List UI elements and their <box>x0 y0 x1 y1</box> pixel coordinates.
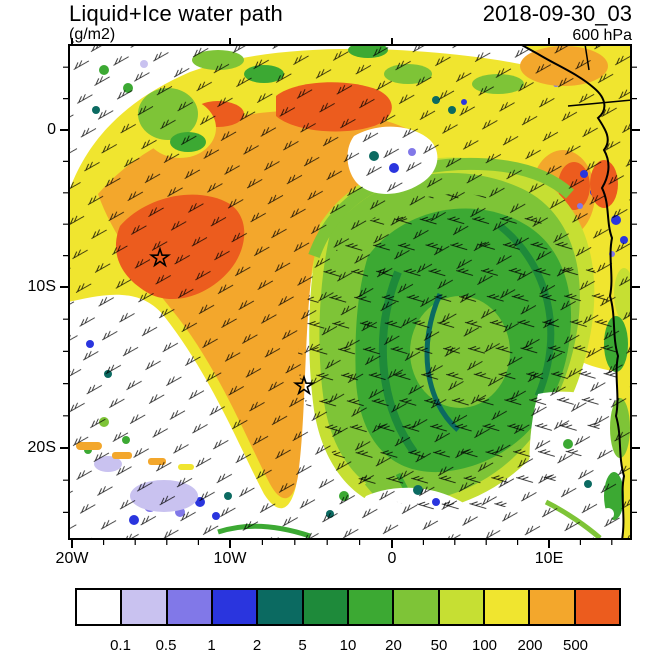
plot-title: Liquid+Ice water path <box>69 1 283 26</box>
colorbar-box <box>439 590 485 624</box>
colorbar-tick-label: 20 <box>385 637 402 654</box>
colorbar-tick-label: 500 <box>562 637 589 654</box>
colorbar-box <box>77 590 123 624</box>
map-plot <box>60 38 640 548</box>
plot-units: (g/m2) <box>69 26 116 43</box>
major-ticks <box>60 38 640 548</box>
y-tick-label-0: 0 <box>47 121 56 138</box>
colorbar-box <box>484 590 531 624</box>
y-tick-label-10s: 10S <box>27 278 56 295</box>
frame-and-ticks <box>60 38 640 548</box>
plot-datetime: 2018-09-30_03 <box>482 1 632 26</box>
star-markers <box>148 246 316 396</box>
star-marker <box>148 246 172 268</box>
colorbar-tick-label: 1 <box>207 637 216 654</box>
colorbar-boxes <box>75 588 621 626</box>
map-field <box>68 44 632 540</box>
colorbar-tick-label: 5 <box>298 637 307 654</box>
colorbar-box <box>575 590 619 624</box>
colorbar-box <box>530 590 576 624</box>
plot-level: 600 hPa <box>572 27 632 44</box>
colorbar-tick-label: 2 <box>252 637 262 654</box>
plot-frame <box>68 44 632 540</box>
colorbar-tick-label: 50 <box>430 637 448 654</box>
x-tick-label-10w: 10W <box>213 550 247 567</box>
colorbar-labels: 0.1 0.5 1 2 5 10 20 50 100 200 500 <box>75 637 621 657</box>
y-tick-label-20s: 20S <box>27 439 56 456</box>
colorbar: 0.1 0.5 1 2 5 10 20 50 100 200 500 <box>75 588 621 657</box>
colorbar-tick-label: 10 <box>339 637 357 654</box>
colorbar-box <box>167 590 213 624</box>
colorbar-tick-label: 0.5 <box>155 637 177 654</box>
colorbar-tick-label: 200 <box>517 637 543 654</box>
colorbar-box <box>303 590 349 624</box>
colorbar-tick-label: 0.1 <box>110 637 131 654</box>
colorbar-box <box>348 590 395 624</box>
colorbar-box <box>394 590 440 624</box>
x-tick-label-0: 0 <box>387 550 397 567</box>
x-tick-label-10e: 10E <box>534 550 564 567</box>
wind-barbs-cyclonic-layer <box>298 194 618 514</box>
colorbar-tick-label: 100 <box>471 637 498 654</box>
colorbar-box <box>122 590 168 624</box>
star-marker <box>292 374 316 396</box>
x-tick-label-20w: 20W <box>55 550 89 567</box>
colorbar-box <box>258 590 304 624</box>
minor-ticks <box>63 66 637 545</box>
colorbar-box <box>212 590 259 624</box>
